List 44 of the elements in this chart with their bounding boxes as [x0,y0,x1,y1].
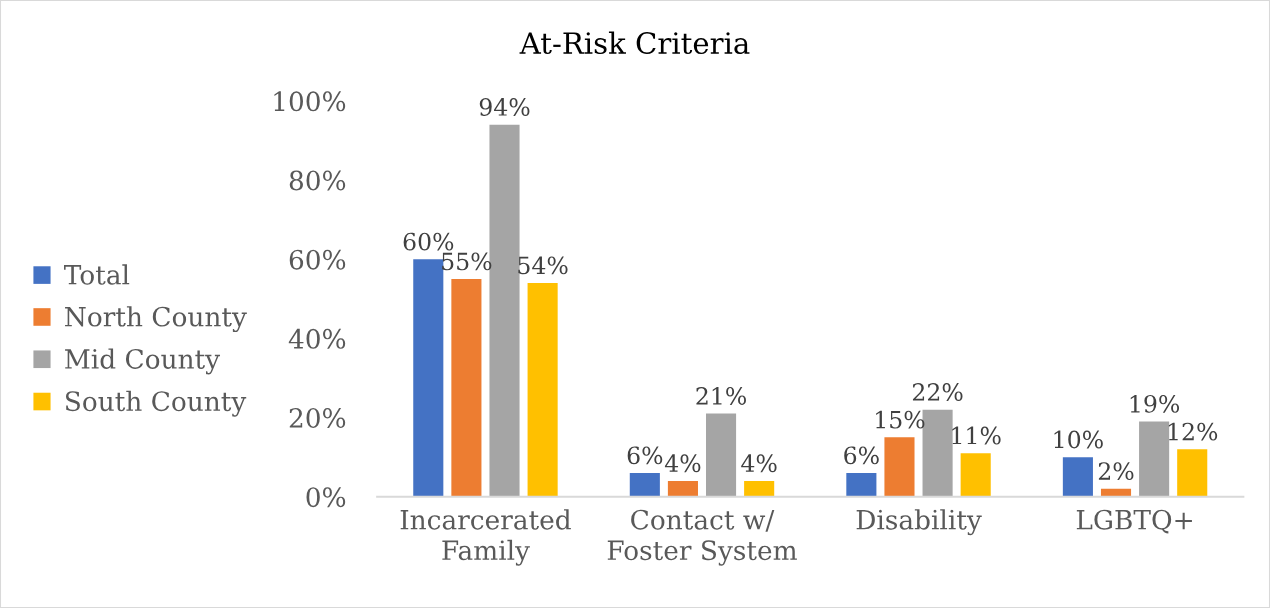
bar [1139,421,1170,497]
bar [846,472,877,497]
data-label: 15% [876,410,925,429]
x-tick-label: Incarcerated Family [400,509,571,566]
bar [629,472,660,497]
y-tick-label: 0% [306,487,346,508]
data-label: 22% [912,383,963,401]
data-label: 94% [479,98,530,116]
y-tick-label: 20% [289,408,346,428]
bar [667,480,698,497]
y-tick-label: 40% [288,328,346,349]
y-tick-label: 60% [289,249,346,270]
data-label: 4% [741,454,777,473]
legend-label: North County [65,306,247,333]
bar [527,283,558,497]
bar [706,413,737,497]
bar [413,259,444,497]
bar [1177,449,1208,497]
data-label: 19% [1130,394,1180,413]
y-tick-label: 80% [289,170,346,191]
legend-label: Mid County [65,348,221,375]
bar [960,453,991,497]
bar [744,480,775,497]
data-label: 11% [952,426,1001,445]
data-label: 6% [627,446,663,465]
legend-label: South County [65,390,247,417]
x-tick-label: Contact w/ Foster System [607,509,797,566]
data-label: 12% [1168,422,1218,441]
legend-label: Total [64,264,130,285]
data-label: 54% [518,256,568,275]
data-label: 55% [442,252,492,271]
data-label: 10% [1054,430,1103,449]
data-label: 6% [844,446,879,465]
data-label: 4% [664,454,701,473]
data-label: 60% [403,232,454,251]
y-tick-label: 100% [274,91,346,112]
data-label: 2% [1098,462,1134,481]
x-tick-label: LGBTQ+ [1076,509,1192,534]
bar [451,279,482,497]
chart-title: At-Risk Criteria [519,31,750,55]
bar [1062,457,1093,497]
bar [884,437,915,497]
x-tick-label: Disability [856,509,982,536]
data-label: 21% [696,387,746,405]
